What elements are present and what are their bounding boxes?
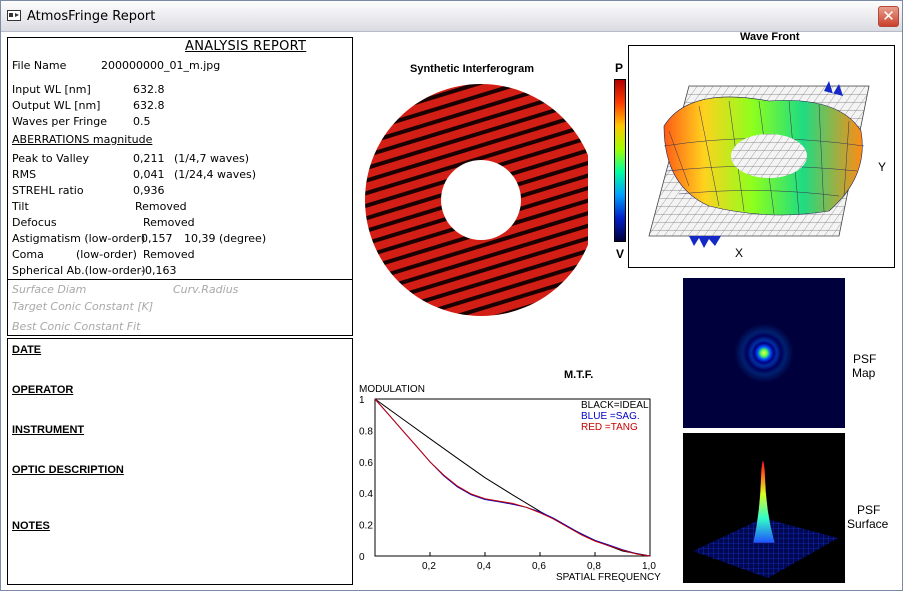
aberrations-heading: ABERRATIONS magnitude	[12, 133, 153, 146]
mtf-y-tick-label: 0.4	[359, 489, 373, 500]
ptv-label: Peak to Valley	[12, 152, 89, 165]
file-name-label: File Name	[12, 59, 67, 72]
title-bar[interactable]: AtmosFringe Report ✕	[1, 1, 902, 32]
wavefront-title: Wave Front	[740, 31, 800, 43]
astigmatism-value: 0,157	[141, 232, 173, 245]
mtf-chart: M.T.F. MODULATION SPATIAL FREQUENCY 0 0.2 0.4…	[359, 369, 661, 583]
operator-link[interactable]: OPERATOR	[12, 384, 74, 396]
spherical-label: Spherical Ab.(low-order)	[12, 264, 146, 277]
close-button[interactable]: ✕	[878, 6, 899, 27]
strehl-label: STREHL ratio	[12, 184, 84, 197]
curv-radius-label: Curv.Radius	[173, 283, 239, 296]
mtf-plot-area	[374, 398, 651, 557]
target-conic-label: Target Conic Constant [K]	[12, 300, 154, 313]
app-icon	[7, 10, 21, 21]
mtf-ylabel: MODULATION	[359, 384, 425, 395]
astigmatism-label: Astigmatism (low-order)	[12, 232, 146, 245]
input-wl-label: Input WL [nm]	[12, 83, 91, 96]
coma-label: Coma	[12, 248, 44, 261]
instrument-link[interactable]: INSTRUMENT	[12, 424, 85, 436]
output-wl-value: 632.8	[133, 99, 165, 112]
notes-link[interactable]: NOTES	[12, 520, 50, 532]
wavefront-plot: X Y	[628, 45, 895, 268]
mtf-series-tang	[374, 398, 651, 557]
psf-map	[683, 278, 845, 428]
report-title: ANALYSIS REPORT	[185, 39, 307, 54]
tilt-label: Tilt	[12, 200, 29, 213]
rms-label: RMS	[12, 168, 37, 181]
mtf-legend-item: BLACK=IDEAL	[581, 400, 649, 411]
input-wl-value: 632.8	[133, 83, 165, 96]
wavefront-x-label: X	[735, 246, 743, 260]
psf-map-label-2: Map	[852, 366, 876, 380]
defocus-value: Removed	[143, 216, 195, 229]
psf-map-label-1: PSF	[853, 352, 877, 366]
divider	[8, 279, 352, 280]
mtf-y-tick-label: 0.2	[359, 521, 373, 532]
mtf-title: M.T.F.	[564, 369, 593, 381]
analysis-report-panel: ANALYSIS REPORT File Name 200000000_01_m…	[7, 37, 353, 336]
waves-per-fringe-value: 0.5	[133, 115, 151, 128]
mtf-y-tick-label: 0.6	[359, 458, 373, 469]
interferogram	[364, 83, 588, 317]
defocus-label: Defocus	[12, 216, 57, 229]
wavefront-scale-bottom: V	[616, 247, 625, 261]
date-link[interactable]: DATE	[12, 344, 42, 356]
rms-waves: (1/24,4 waves)	[174, 168, 257, 181]
wavefront-scale-top: P	[615, 61, 624, 75]
psf-surface-label-2: Surface	[847, 517, 889, 531]
surface-diam-label: Surface Diam	[12, 283, 87, 296]
psf-surface	[683, 433, 845, 583]
close-icon: ✕	[882, 7, 895, 25]
mtf-legend-item: BLUE =SAG.	[581, 411, 640, 422]
mtf-x-tick-label: 0,2	[422, 561, 436, 572]
mtf-y-tick-label: 0	[359, 552, 365, 563]
mtf-x-tick-label: 0,4	[477, 561, 491, 572]
ptv-value: 0,211	[133, 152, 165, 165]
mtf-y-tick-label: 1	[359, 395, 365, 406]
strehl-value: 0,936	[133, 184, 165, 197]
astigmatism-angle: 10,39 (degree)	[184, 232, 267, 245]
coma-order: (low-order)	[76, 248, 137, 261]
wavefront-color-scale	[614, 79, 626, 242]
psf-surface-label-1: PSF	[857, 503, 881, 517]
waves-per-fringe-label: Waves per Fringe	[12, 115, 108, 128]
interferogram-title: Synthetic Interferogram	[410, 63, 535, 75]
wavefront-surface: X Y	[648, 81, 886, 260]
window-title: AtmosFringe Report	[27, 9, 156, 24]
optic-description-link[interactable]: OPTIC DESCRIPTION	[12, 464, 124, 476]
ptv-waves: (1/4,7 waves)	[174, 152, 250, 165]
mtf-x-tick-label: 0,8	[587, 561, 601, 572]
rms-value: 0,041	[133, 168, 165, 181]
coma-value: Removed	[143, 248, 195, 261]
file-name-value: 200000000_01_m.jpg	[101, 59, 221, 72]
best-conic-label: Best Conic Constant Fit	[12, 320, 141, 333]
info-panel: DATE OPERATOR INSTRUMENT OPTIC DESCRIPTI…	[7, 338, 353, 585]
mtf-y-tick-label: 0.8	[359, 426, 373, 437]
spherical-value: -0,163	[141, 264, 177, 277]
output-wl-label: Output WL [nm]	[12, 99, 101, 112]
mtf-x-tick-label: 0,6	[532, 561, 546, 572]
mtf-x-tick-label: 1,0	[642, 561, 656, 572]
tilt-value: Removed	[135, 200, 187, 213]
wavefront-y-label: Y	[878, 160, 886, 174]
mtf-xlabel: SPATIAL FREQUENCY	[556, 572, 661, 583]
mtf-legend-item: RED =TANG	[581, 422, 638, 433]
